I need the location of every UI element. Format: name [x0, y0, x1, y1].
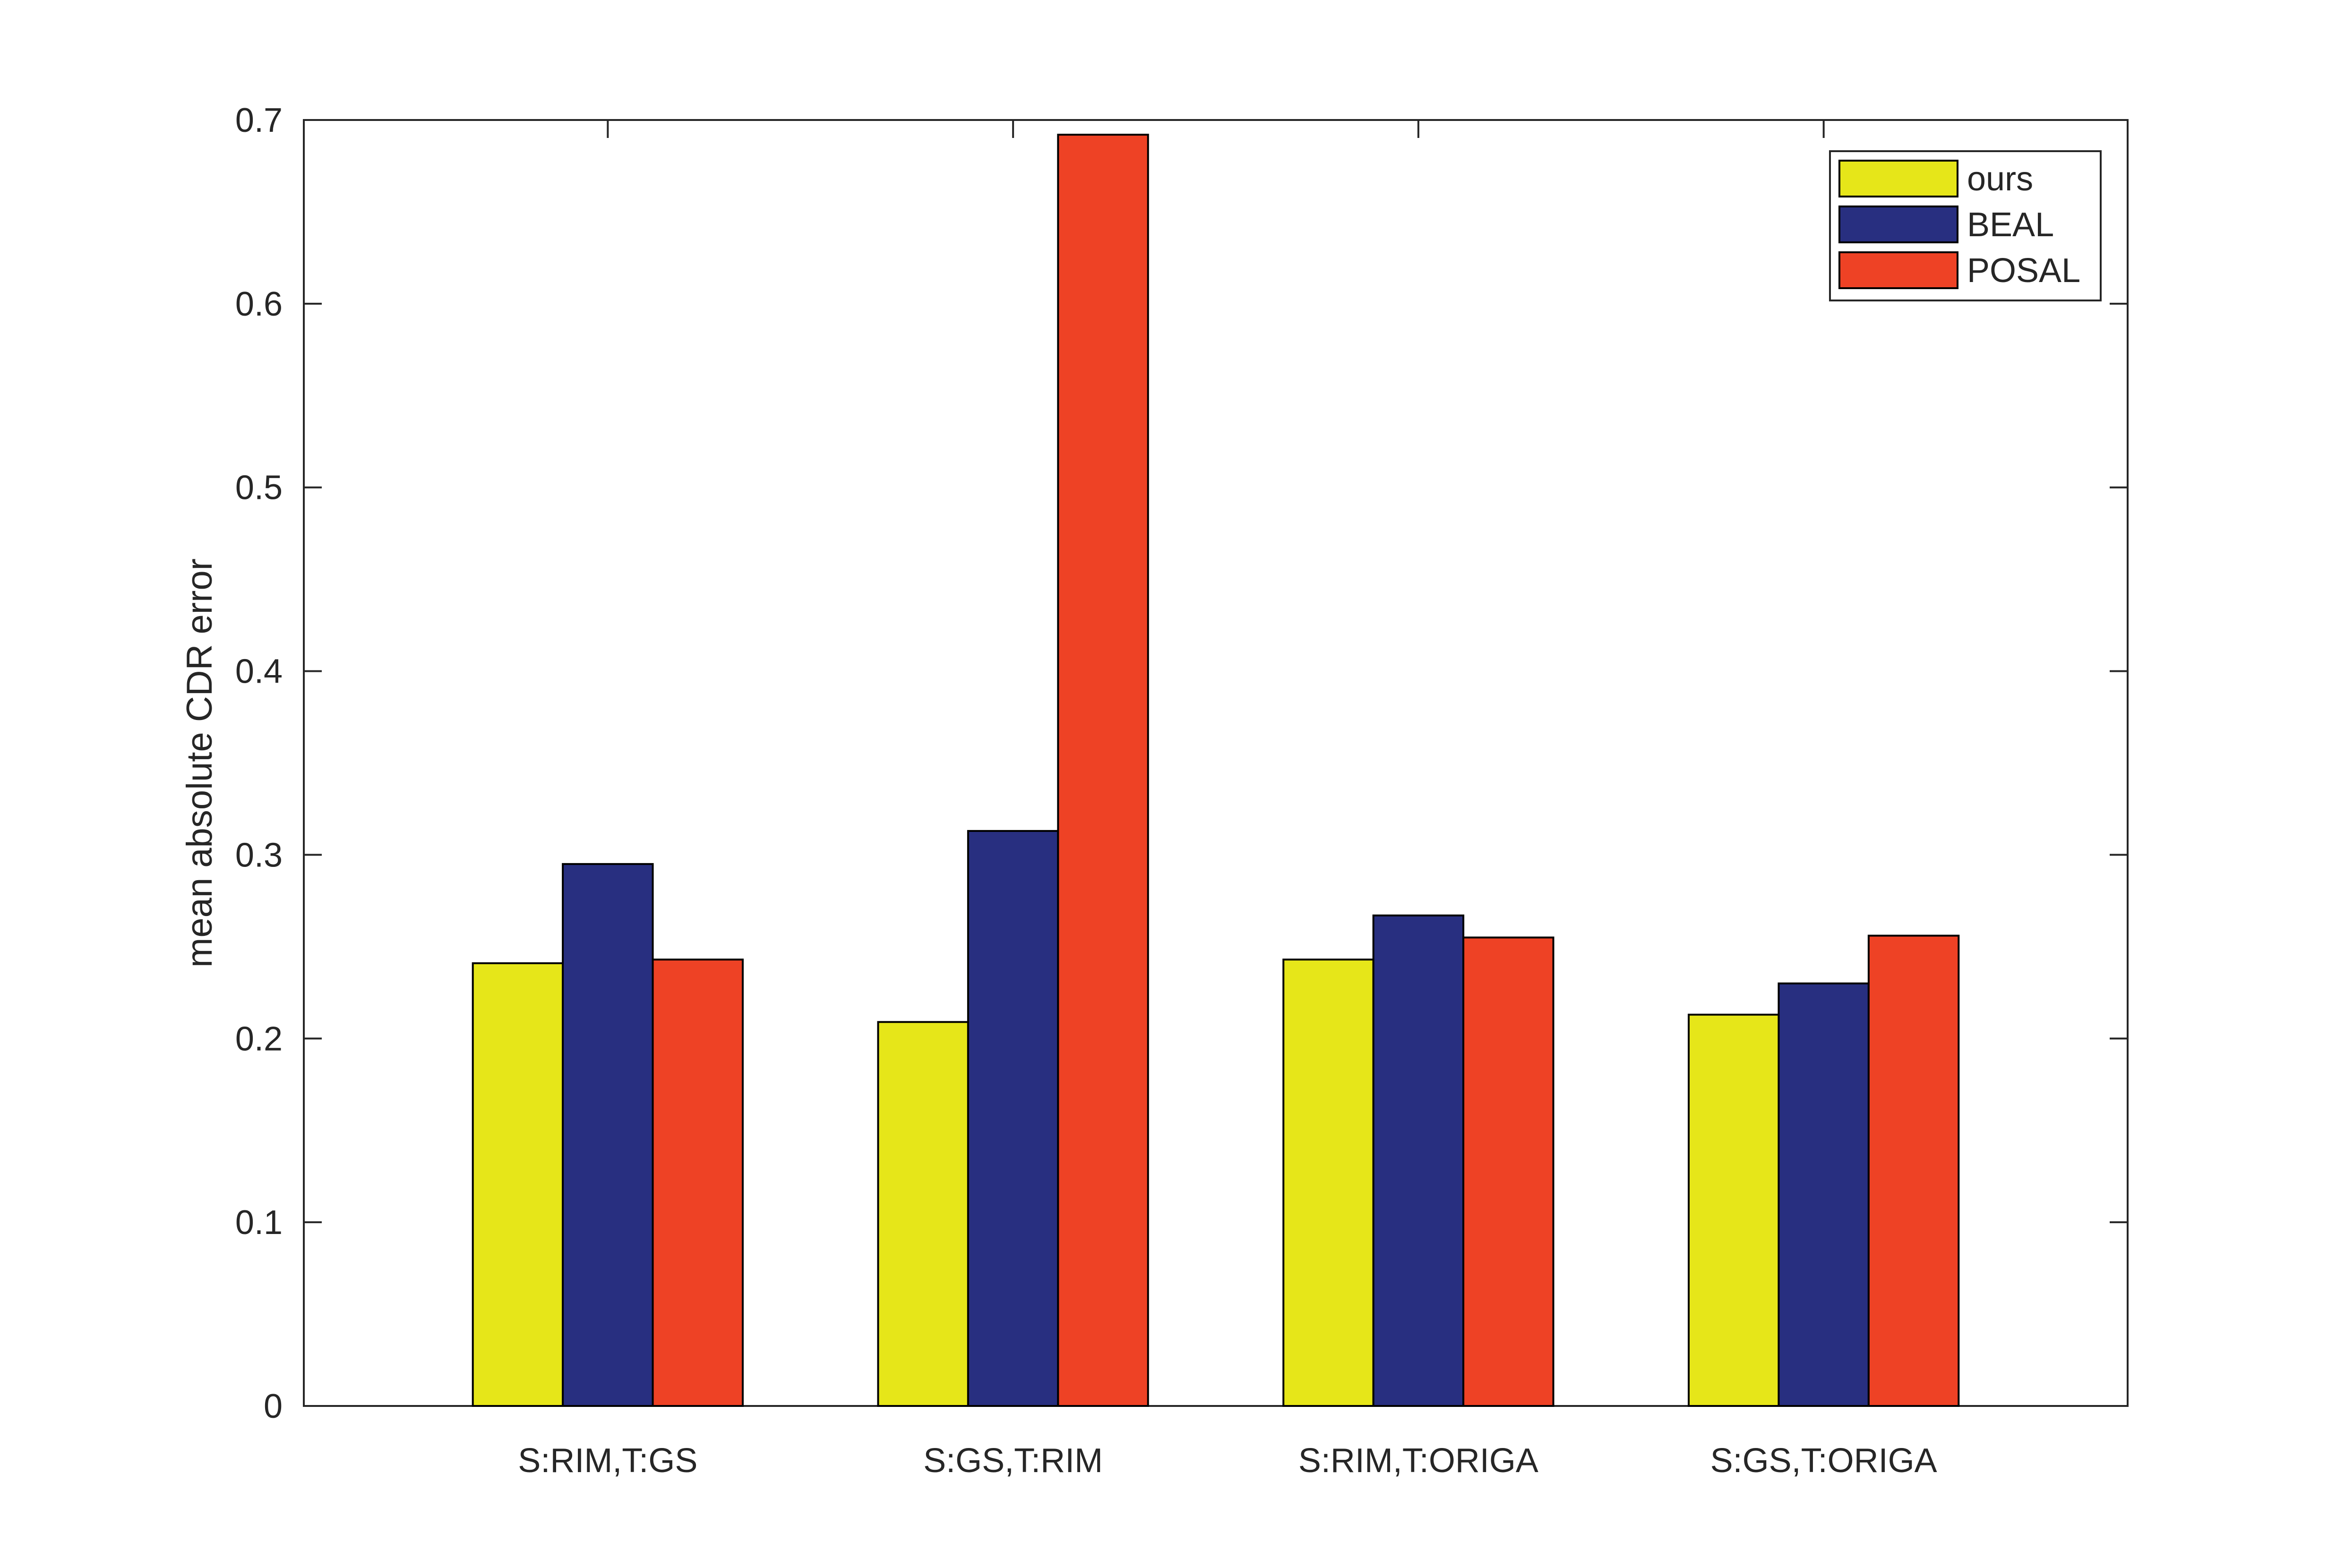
- bar-ours-3: [1282, 959, 1374, 1407]
- bar-posal-2: [1057, 134, 1149, 1407]
- y-tick-label: 0.4: [235, 653, 283, 691]
- bar-posal-1: [652, 959, 744, 1407]
- bar-beal-2: [967, 830, 1059, 1407]
- bars: [472, 134, 1960, 1407]
- bar-beal-3: [1372, 914, 1465, 1407]
- legend-swatch-posal: [1838, 251, 1958, 289]
- y-axis-title: mean absolute CDR error: [180, 558, 220, 968]
- bar-ours-4: [1688, 1013, 1780, 1407]
- y-tick-label: 0.2: [235, 1020, 283, 1058]
- x-tick-label: S:GS,T:ORIGA: [1710, 1442, 1937, 1480]
- legend: ours BEAL POSAL: [1829, 150, 2102, 301]
- bar-beal-1: [562, 863, 654, 1407]
- legend-swatch-ours: [1838, 160, 1958, 197]
- y-tick-label: 0.5: [235, 469, 283, 507]
- plot-area: S:RIM,T:GS S:GS,T:RIM S:RIM,T:ORIGA S:GS,T:…: [235, 102, 2129, 1480]
- y-tick-label: 0.6: [235, 285, 283, 323]
- bar-posal-4: [1867, 934, 1960, 1407]
- y-tick-label: 0.3: [235, 836, 283, 874]
- legend-label-beal: BEAL: [1967, 206, 2054, 244]
- legend-label-posal: POSAL: [1967, 252, 2080, 290]
- x-tick-label: S:RIM,T:ORIGA: [1298, 1442, 1538, 1480]
- bar-ours-2: [877, 1021, 969, 1407]
- y-tick-label: 0: [264, 1388, 283, 1425]
- bar-beal-4: [1778, 982, 1870, 1407]
- y-axis-tick-labels: 0 0.1 0.2 0.3 0.4 0.5 0.6 0.7: [235, 102, 283, 1425]
- bar-ours-1: [472, 962, 564, 1407]
- x-axis-tick-labels: S:RIM,T:GS S:GS,T:RIM S:RIM,T:ORIGA S:GS,T:…: [518, 1442, 1937, 1480]
- x-tick-label: S:RIM,T:GS: [518, 1442, 697, 1480]
- y-tick-label: 0.1: [235, 1204, 283, 1242]
- legend-swatch-beal: [1838, 206, 1958, 243]
- x-tick-label: S:GS,T:RIM: [923, 1442, 1103, 1480]
- legend-label-ours: ours: [1967, 160, 2033, 198]
- y-tick-label: 0.7: [235, 102, 283, 139]
- bar-posal-3: [1462, 936, 1554, 1407]
